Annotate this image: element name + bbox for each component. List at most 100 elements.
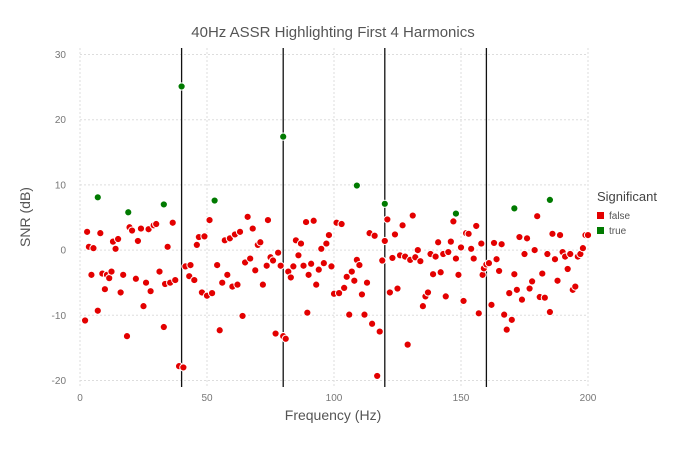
data-point-false xyxy=(319,259,328,268)
data-point-false xyxy=(370,231,379,240)
data-point-true xyxy=(159,200,168,209)
data-point-false xyxy=(578,244,588,253)
data-point-false xyxy=(525,284,534,293)
data-point-false xyxy=(111,244,120,253)
data-point-false xyxy=(456,243,466,252)
data-point-false xyxy=(360,310,369,319)
data-point-false xyxy=(373,371,382,381)
data-point-true xyxy=(352,181,361,190)
data-point-false xyxy=(355,260,364,270)
data-point-false xyxy=(192,240,201,249)
data-point-false xyxy=(390,230,400,239)
data-point-false xyxy=(436,268,445,277)
data-point-false xyxy=(423,288,433,297)
data-point-false xyxy=(340,283,349,293)
data-point-false xyxy=(555,231,565,240)
data-points xyxy=(80,82,593,381)
data-point-false xyxy=(337,219,346,229)
data-point-false xyxy=(388,253,397,263)
data-point-false xyxy=(345,310,354,319)
data-point-false xyxy=(96,229,105,238)
data-point-false xyxy=(223,270,232,279)
data-point-true xyxy=(210,196,219,205)
data-point-false xyxy=(505,289,514,298)
data-point-false xyxy=(540,293,549,302)
data-point-false xyxy=(116,288,125,297)
data-point-false xyxy=(83,227,92,236)
y-tick-label: 0 xyxy=(60,246,66,257)
data-point-false xyxy=(368,319,377,328)
data-point-false xyxy=(408,211,417,220)
data-point-false xyxy=(303,308,312,317)
data-point-false xyxy=(190,275,199,285)
data-point-false xyxy=(322,239,331,248)
data-point-false xyxy=(517,295,527,304)
data-point-false xyxy=(324,231,334,240)
legend-title: Significant xyxy=(597,189,657,204)
legend: Significant false true xyxy=(597,189,657,237)
data-point-false xyxy=(251,266,260,275)
y-tick-label: -20 xyxy=(52,376,67,387)
data-point-false xyxy=(342,272,351,281)
data-point-false xyxy=(510,270,519,279)
data-point-false xyxy=(500,310,509,319)
data-point-false xyxy=(469,254,478,263)
data-point-false xyxy=(168,218,177,227)
grid xyxy=(79,48,589,387)
data-point-false xyxy=(375,327,384,336)
data-point-false xyxy=(263,216,273,225)
data-point-false xyxy=(80,316,90,325)
data-point-false xyxy=(502,325,511,334)
data-point-false xyxy=(207,289,217,298)
data-point-false xyxy=(543,249,552,259)
data-point-true xyxy=(124,208,133,217)
data-point-false xyxy=(307,259,316,268)
data-point-false xyxy=(434,238,443,247)
data-point-false xyxy=(296,239,306,248)
data-point-false xyxy=(393,284,402,293)
data-point-false xyxy=(334,289,344,298)
data-point-false xyxy=(87,270,96,279)
data-point-false xyxy=(431,252,440,261)
data-point-false xyxy=(205,216,214,225)
data-point-false xyxy=(413,245,422,255)
data-point-false xyxy=(566,249,575,259)
data-point-false xyxy=(238,311,247,321)
data-point-true xyxy=(177,82,186,91)
data-point-false xyxy=(362,278,372,287)
data-point-false xyxy=(146,287,155,296)
data-point-false xyxy=(309,216,318,225)
data-point-false xyxy=(428,270,438,279)
data-point-false xyxy=(317,244,326,253)
data-point-false xyxy=(159,322,168,332)
data-point-false xyxy=(155,267,164,276)
chart-title: 40Hz ASSR Highlighting First 4 Harmonics xyxy=(191,24,474,41)
data-point-false xyxy=(152,219,161,229)
x-tick-label: 50 xyxy=(201,393,213,404)
data-point-false xyxy=(492,255,501,264)
data-point-false xyxy=(179,363,188,372)
data-point-false xyxy=(119,270,128,279)
data-point-false xyxy=(515,232,524,242)
data-point-false xyxy=(520,249,529,259)
data-point-false xyxy=(294,251,303,260)
data-point-false xyxy=(548,229,557,238)
data-point-false xyxy=(304,270,313,279)
data-point-false xyxy=(262,261,271,270)
data-point-false xyxy=(528,277,537,286)
data-point-false xyxy=(459,296,468,306)
data-point-false xyxy=(243,212,252,221)
data-point-true xyxy=(510,204,519,213)
data-point-true xyxy=(545,195,555,204)
data-point-false xyxy=(248,224,257,233)
data-point-false xyxy=(467,244,476,253)
data-point-false xyxy=(299,261,308,270)
y-tick-label: 30 xyxy=(55,50,67,61)
data-point-false xyxy=(235,227,245,236)
data-point-false xyxy=(136,224,146,233)
x-tick-label: 0 xyxy=(77,393,83,404)
data-point-false xyxy=(246,254,255,263)
data-point-false xyxy=(512,285,521,294)
data-point-false xyxy=(495,266,504,276)
